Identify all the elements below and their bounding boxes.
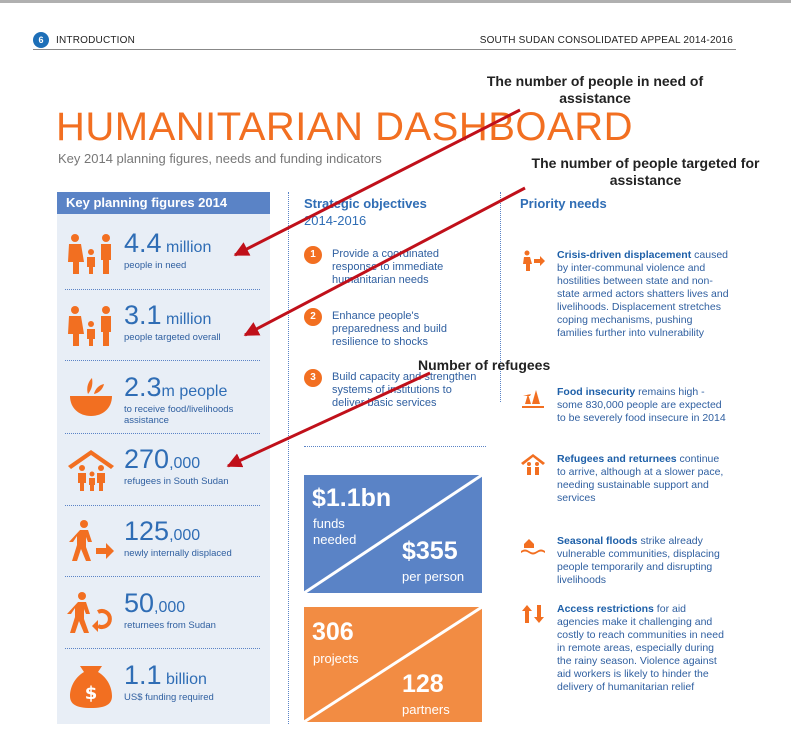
kpf-item-displaced: 125,000 newly internally displaced [57, 510, 270, 580]
per-person-label: per person [402, 569, 465, 584]
kpf-figure: 1.1 billion [124, 660, 207, 690]
shelter-family-icon [68, 450, 114, 491]
strategic-objectives-years: 2014-2016 [304, 213, 367, 228]
arrow-refugees [226, 371, 431, 468]
priority-needs-heading: Priority needs [520, 196, 607, 211]
objective-number: 3 [304, 369, 322, 387]
kpf-item-people-targeted: 3.1 million people targeted overall [57, 294, 270, 364]
arrow-people-in-need [233, 108, 521, 257]
page-subtitle: Key 2014 planning figures, needs and fun… [58, 151, 382, 166]
kpf-figure: 270,000 [124, 444, 201, 474]
section-label: INTRODUCTION [56, 35, 136, 46]
kpf-figure: 50,000 [124, 588, 186, 618]
kpf-item-food-assistance: 2.3m people to receive food/livelihoods … [57, 366, 270, 436]
kpf-description: people targeted overall [124, 332, 221, 343]
box-diagonal [304, 607, 482, 722]
key-planning-heading: Key planning figures 2014 [57, 192, 270, 214]
column-divider [500, 192, 501, 402]
kpf-description: people in need [124, 260, 187, 271]
kpf-item-funding: $ 1.1 billion US$ funding required [57, 654, 270, 724]
divider [65, 289, 260, 290]
page-number-badge: 6 [33, 32, 49, 48]
kpf-figure: 4.4 million [124, 228, 212, 258]
kpf-figure: 3.1 million [124, 300, 212, 330]
projects-box: 306 projects 128 partners [304, 607, 482, 722]
refugees-icon [521, 454, 545, 475]
priority-need-text: Crisis-driven displacement caused by int… [557, 249, 729, 339]
flood-icon [521, 539, 545, 555]
kpf-description: US$ funding required [124, 692, 214, 703]
funds-label: funds needed [313, 516, 357, 547]
priority-need-text: Food insecurity remains high - some 830,… [557, 386, 726, 424]
priority-need-text: Refugees and returnees continue to arriv… [557, 453, 724, 504]
partners-label: partners [402, 702, 450, 717]
divider [65, 648, 260, 649]
divider [304, 446, 486, 447]
funds-amount: $1.1bn [312, 484, 392, 512]
kpf-figure: 2.3m people [124, 372, 228, 402]
food-insecurity-icon [522, 390, 544, 408]
svg-text:$: $ [85, 683, 98, 704]
annotation-people-targeted: The number of people targeted for assist… [531, 155, 760, 188]
money-bag-icon: $ [70, 666, 112, 708]
arrow-people-targeted [243, 186, 526, 337]
priority-need-text: Seasonal floods strike already vulnerabl… [557, 535, 720, 586]
divider [65, 433, 260, 434]
projects-label: projects [313, 651, 359, 666]
objective-number: 2 [304, 308, 322, 326]
partners-count: 128 [402, 670, 444, 698]
kpf-item-people-in-need: 4.4 million people in need [57, 222, 270, 292]
kpf-item-refugees: 270,000 refugees in South Sudan [57, 438, 270, 508]
page-title: HUMANITARIAN DASHBOARD [56, 105, 633, 149]
per-person-amount: $355 [402, 537, 458, 565]
family-icon [68, 306, 111, 346]
box-diagonal [304, 475, 482, 593]
displaced-person-icon [69, 520, 114, 561]
kpf-description: newly internally displaced [124, 548, 232, 559]
access-icon [522, 605, 544, 623]
projects-count: 306 [312, 618, 354, 646]
kpf-figure: 125,000 [124, 516, 201, 546]
strategic-objectives-heading: Strategic objectives [304, 196, 427, 211]
header-rule [33, 49, 736, 50]
column-divider [288, 192, 289, 724]
top-border [0, 0, 791, 3]
key-planning-panel: Key planning figures 2014 4.4 million pe… [57, 192, 270, 724]
food-bowl-icon [70, 378, 112, 416]
annotation-refugees: Number of refugees [418, 357, 551, 373]
returnee-icon [67, 592, 112, 633]
kpf-description: returnees from Sudan [124, 620, 216, 631]
document-title: SOUTH SUDAN CONSOLIDATED APPEAL 2014-201… [479, 35, 733, 46]
family-icon [68, 234, 111, 274]
funds-needed-box: $1.1bn funds needed $355 per person [304, 475, 482, 593]
divider [65, 576, 260, 577]
displacement-icon [523, 250, 545, 271]
kpf-description: to receive food/livelihoods assistance [124, 404, 234, 426]
objective-number: 1 [304, 246, 322, 264]
objective-text: Provide a coordinated response to immedi… [332, 248, 444, 286]
objective-text: Enhance people's preparedness and build … [332, 310, 447, 348]
kpf-item-returnees: 50,000 returnees from Sudan [57, 582, 270, 652]
divider [65, 505, 260, 506]
kpf-description: refugees in South Sudan [124, 476, 229, 487]
divider [65, 360, 260, 361]
annotation-people-in-need: The number of people in need of assistan… [486, 73, 704, 106]
priority-need-text: Access restrictions for aid agencies mak… [557, 603, 724, 693]
